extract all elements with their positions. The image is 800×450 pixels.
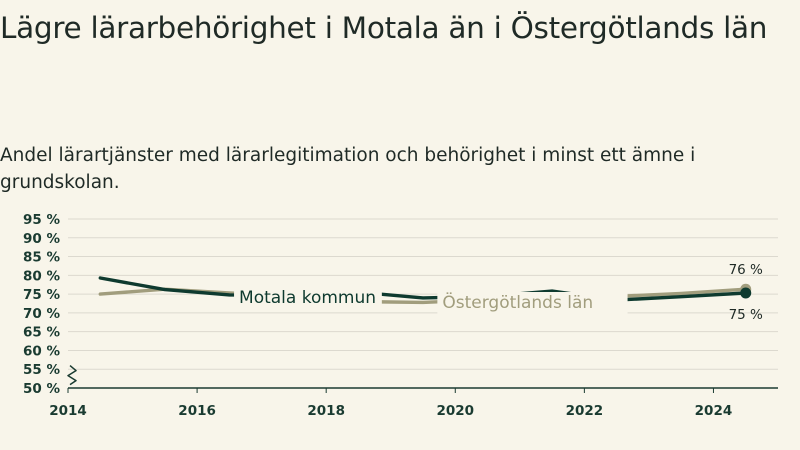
series-line-motala: [98, 276, 748, 302]
series-label-motala-background: [234, 287, 382, 309]
chart-title: Lägre lärarbehörighet i Motala än i Öste…: [0, 11, 768, 45]
series-label-ostergotland: Östergötlands län: [442, 291, 593, 313]
x-tick-label-2018: 2018: [307, 403, 345, 419]
y-tick-label-85: 85 %: [23, 250, 60, 266]
y-tick-label-80: 80 %: [23, 268, 60, 284]
y-tick-label-50: 50 %: [23, 381, 60, 397]
y-tick-label-95: 95 %: [23, 212, 60, 228]
axis-break-zigzag: [67, 365, 77, 386]
x-tick-label-2022: 2022: [566, 403, 604, 419]
axis-break-icon: [67, 365, 77, 386]
series-labels: Motala kommun Östergötlands län 76 % 75 %: [234, 262, 763, 323]
y-tick-label-55: 55 %: [23, 362, 60, 378]
end-value-label-motala: 75 %: [729, 307, 763, 323]
x-tick-label-2020: 2020: [436, 403, 474, 419]
y-tick-label-75: 75 %: [23, 287, 60, 303]
y-axis-tick-labels: 50 % 55 % 60 % 65 % 70 % 75 % 80 % 85 % 90 % 95 %: [23, 212, 60, 397]
x-axis: 2014 2016 2018 2020 2022 2024: [49, 387, 778, 419]
x-tick-label-2024: 2024: [695, 403, 733, 419]
series-label-ostergotland-background: [437, 292, 628, 314]
x-tick-label-2014: 2014: [49, 403, 87, 419]
end-point-motala: [740, 287, 752, 299]
chart-subtitle: Andel lärartjänster med lärarlegitimatio…: [0, 145, 696, 193]
y-tick-label-70: 70 %: [23, 306, 60, 322]
end-value-label-ostergotland: 76 %: [729, 262, 763, 278]
series-lines: [98, 276, 752, 305]
x-tick-label-2016: 2016: [178, 403, 216, 419]
y-tick-label-90: 90 %: [23, 231, 60, 247]
series-label-motala: Motala kommun: [239, 288, 376, 308]
y-tick-label-65: 65 %: [23, 325, 60, 341]
y-tick-label-60: 60 %: [23, 343, 60, 359]
